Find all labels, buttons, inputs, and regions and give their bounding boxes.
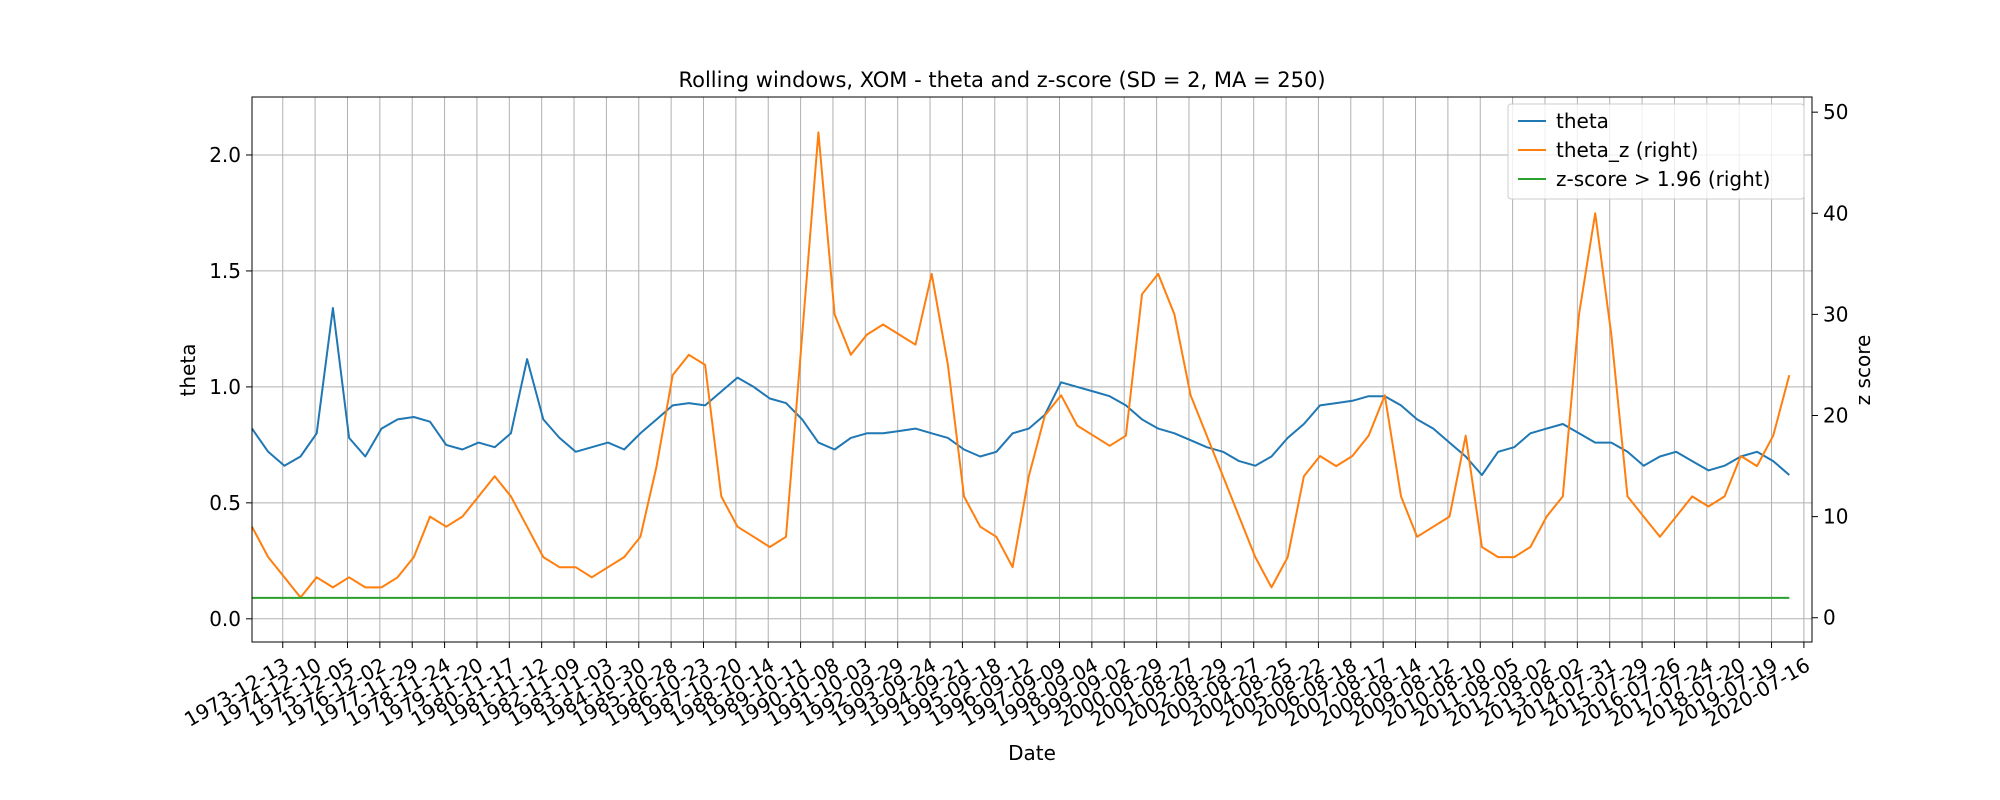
x-axis-label: Date bbox=[1008, 741, 1056, 765]
y-right-tick-label: 30 bbox=[1823, 302, 1848, 326]
legend-label-2: z-score > 1.96 (right) bbox=[1556, 167, 1770, 191]
legend-label-0: theta bbox=[1556, 109, 1609, 133]
y-tick-label: 2.0 bbox=[209, 143, 241, 167]
y-tick-label: 1.0 bbox=[209, 375, 241, 399]
series-line-0 bbox=[251, 307, 1790, 476]
y-right-tick-label: 10 bbox=[1823, 505, 1848, 529]
y-right-axis-label: z score bbox=[1851, 335, 1875, 406]
legend-label-1: theta_z (right) bbox=[1556, 138, 1698, 162]
chart-title: Rolling windows, XOM - theta and z-score… bbox=[678, 68, 1325, 92]
x-axis: 1973-12-131974-12-101975-12-051976-12-02… bbox=[180, 642, 1814, 732]
y-tick-label: 0.5 bbox=[209, 491, 241, 515]
y-right-tick-label: 20 bbox=[1823, 404, 1848, 428]
series-line-1 bbox=[251, 131, 1791, 599]
y-right-tick-label: 50 bbox=[1823, 100, 1848, 124]
legend: theta theta_z (right) z-score > 1.96 (righ… bbox=[1507, 103, 1805, 200]
y-tick-label: 1.5 bbox=[209, 259, 241, 283]
grid bbox=[252, 97, 1812, 642]
y-tick-label: 0.0 bbox=[209, 607, 241, 631]
left-axis: 0.0 0.5 1.0 1.5 2.0 bbox=[209, 143, 252, 631]
right-axis: 0 10 20 30 40 50 bbox=[1812, 100, 1848, 630]
y-right-tick-label: 0 bbox=[1823, 606, 1836, 630]
series-layer bbox=[251, 131, 1791, 599]
legend-box bbox=[1507, 103, 1805, 200]
y-axis-label: theta bbox=[176, 344, 200, 397]
plot-frame bbox=[251, 96, 1813, 643]
y-right-tick-label: 40 bbox=[1823, 201, 1848, 225]
